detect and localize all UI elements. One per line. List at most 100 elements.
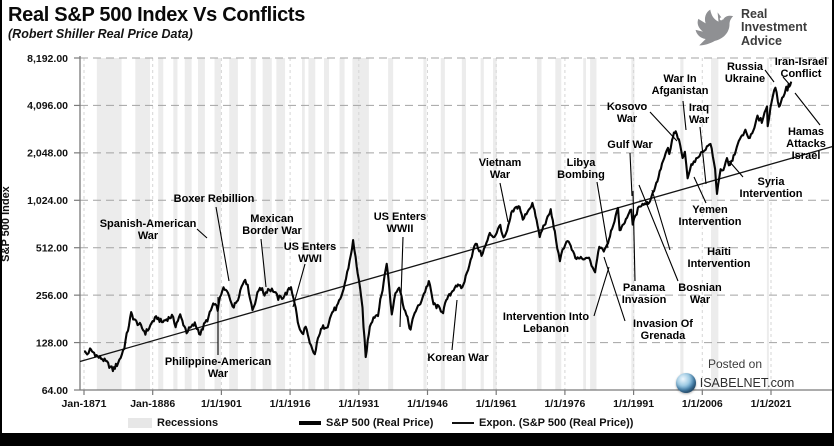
annotation-leader-line — [292, 263, 306, 308]
recession-band — [590, 58, 597, 390]
annotation-leader-line — [693, 176, 707, 204]
left-border — [0, 0, 2, 434]
recession-band — [96, 58, 122, 390]
x-tick-label: 1/1/1931 — [338, 398, 379, 410]
x-tick-label: 1/1/2021 — [751, 398, 792, 410]
x-tick-label: 1/1/1961 — [476, 398, 517, 410]
recession-band — [158, 58, 164, 390]
right-border — [832, 0, 834, 434]
legend-label: S&P 500 (Real Price) — [326, 417, 434, 429]
recession-band — [440, 58, 445, 390]
annotation-leader-line — [764, 69, 775, 83]
recession-band — [480, 58, 484, 390]
recession-swatch — [128, 418, 152, 428]
x-tick-label: 1/1/1976 — [544, 398, 585, 410]
annotation-leader-line — [603, 256, 626, 322]
annotation-leader-line — [699, 126, 707, 185]
x-tick-label: Jan-1871 — [62, 398, 107, 410]
recession-band — [766, 58, 769, 390]
y-tick-label: 2,048.00 — [27, 148, 68, 160]
annotation-leader-line — [215, 206, 230, 282]
recession-band — [214, 58, 221, 390]
y-tick-label: 64.00 — [42, 385, 68, 397]
recession-band — [461, 58, 466, 390]
annotation-leader-line — [649, 111, 678, 142]
recession-band — [323, 58, 330, 390]
trend-line — [79, 145, 834, 363]
annotation-leader-line — [196, 228, 208, 239]
bottom-bar — [0, 433, 834, 446]
recession-band — [308, 58, 316, 390]
recession-band — [173, 58, 178, 390]
annotation-leader-line — [794, 92, 821, 126]
x-tick-label: 1/1/2006 — [682, 398, 723, 410]
y-tick-label: 256.00 — [36, 290, 68, 302]
real-investment-advice-logo: Real Investment Advice — [691, 5, 807, 51]
recession-band — [536, 58, 542, 390]
recession-band — [302, 58, 305, 390]
x-tick-label: 1/1/1946 — [407, 398, 448, 410]
annotation-leader-line — [651, 189, 671, 251]
posted-on-label: Posted on — [707, 357, 763, 371]
logo-line: Real — [741, 7, 768, 22]
annotation-leader-line — [782, 76, 791, 86]
recession-band — [680, 58, 684, 390]
x-tick-label: 1/1/1916 — [270, 398, 311, 410]
legend-label: Recessions — [157, 417, 219, 429]
chart-subtitle: (Robert Shiller Real Price Data) — [8, 27, 193, 41]
annotation-leader-line — [638, 184, 679, 282]
chart-legend: Recessions S&P 500 (Real Price) Expon. (… — [0, 415, 834, 433]
annotation-leader-line — [260, 238, 267, 288]
isabelnet-link[interactable]: ISABELNET.com — [699, 376, 795, 390]
recession-band — [250, 58, 256, 390]
expon-line-swatch — [452, 422, 474, 424]
recession-band — [492, 58, 497, 390]
y-tick-label: 4,096.00 — [27, 100, 68, 112]
logo-line: Advice — [741, 33, 782, 48]
title-block: Real S&P 500 Index Vs Conflicts (Robert … — [8, 4, 305, 41]
y-tick-label: 8,192.00 — [27, 53, 68, 65]
annotation-leader-line — [629, 152, 633, 197]
recession-band — [423, 58, 427, 390]
recession-band — [135, 58, 150, 390]
legend-item-recessions: Recessions — [128, 415, 218, 431]
annotation-leader-line — [632, 190, 636, 282]
x-tick-label: Jan-1886 — [130, 398, 175, 410]
y-tick-label: 512.00 — [36, 243, 68, 255]
annotation-leader-line — [728, 160, 744, 178]
x-tick-label: 1/1/1901 — [201, 398, 242, 410]
annotation-leader-line — [682, 100, 687, 131]
recession-band — [339, 58, 345, 390]
recession-band — [262, 58, 272, 390]
recession-band — [555, 58, 562, 390]
recession-band — [276, 58, 286, 390]
x-tick-label: 1/1/1991 — [613, 398, 654, 410]
page-title: Real S&P 500 Index Vs Conflicts — [8, 4, 306, 26]
legend-item-expon: Expon. (S&P 500 (Real Price)) — [452, 415, 633, 431]
annotation-leader-line — [451, 299, 458, 351]
recession-band — [229, 58, 238, 390]
recession-band — [583, 58, 586, 390]
eagle-logo-icon — [695, 9, 734, 46]
y-tick-label: 1,024.00 — [27, 195, 68, 207]
y-tick-label: 128.00 — [36, 337, 68, 349]
recession-band — [184, 58, 192, 390]
annotation-leader-line — [399, 236, 404, 328]
recession-band — [352, 58, 369, 390]
recession-band — [198, 58, 205, 390]
logo-text: Real Investment Advice — [741, 7, 807, 48]
legend-label: Expon. (S&P 500 (Real Price)) — [479, 417, 634, 429]
annotation-leader-line — [596, 181, 609, 249]
sp500-price-line — [83, 81, 793, 373]
annotation-leader-line — [593, 266, 610, 317]
watermark: Posted on ISABELNET.com — [660, 357, 810, 393]
logo-line: Investment — [741, 20, 807, 35]
legend-item-sp500: S&P 500 (Real Price) — [299, 415, 433, 431]
sp500-line-swatch — [299, 421, 321, 425]
recession-band — [388, 58, 394, 390]
isabelnet-globe-icon — [675, 373, 696, 393]
annotation-leader-line — [499, 182, 509, 223]
recession-band — [711, 58, 719, 390]
